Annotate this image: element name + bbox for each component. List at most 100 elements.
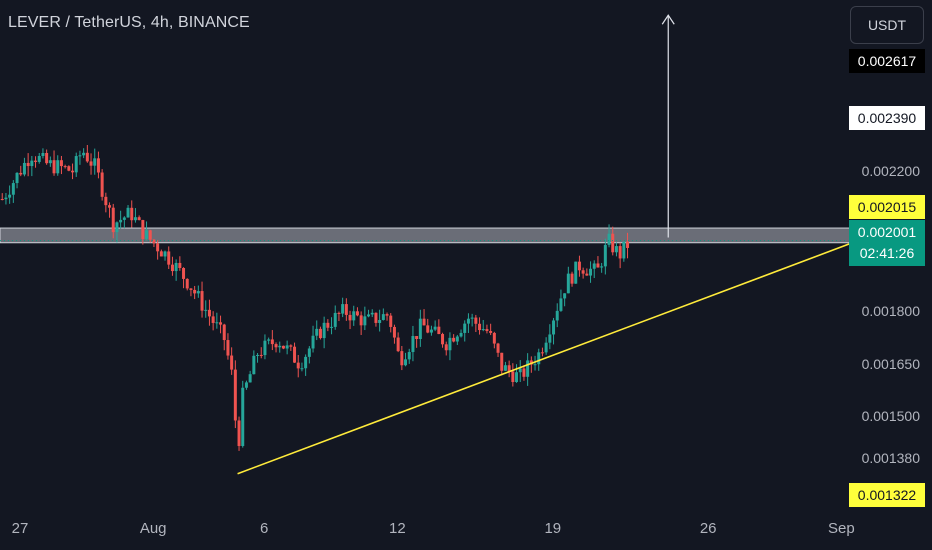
candle-body	[119, 219, 123, 223]
candle-body	[137, 217, 141, 221]
candle-body	[422, 318, 426, 326]
candle-body	[385, 314, 389, 316]
candle-body	[52, 160, 56, 174]
candle-body	[130, 207, 134, 221]
candle-body	[540, 352, 544, 354]
candle-body	[515, 372, 519, 383]
candle-body	[452, 337, 456, 342]
candle-body	[563, 293, 567, 299]
candle-body	[437, 326, 441, 335]
candle-body	[492, 332, 496, 344]
candle-body	[548, 334, 552, 343]
candle-body	[289, 345, 293, 347]
candle-body	[459, 332, 463, 337]
candle-body	[566, 273, 570, 294]
candle-body	[344, 304, 348, 315]
candle-body	[455, 336, 459, 342]
candle-body	[441, 334, 445, 345]
zone-top-price-label: 0.002015	[849, 195, 925, 219]
candle-body	[470, 317, 474, 319]
candle-body	[326, 322, 330, 328]
candle-body	[293, 346, 297, 363]
candle-body	[614, 246, 618, 253]
candle-body	[263, 340, 267, 356]
candle-body	[448, 337, 452, 351]
candle-body	[315, 328, 319, 336]
candle-body	[41, 153, 45, 156]
chart-title: LEVER / TetherUS, 4h, BINANCE	[8, 14, 250, 31]
candle-body	[281, 345, 285, 349]
candle-body	[404, 359, 408, 366]
candle-body	[407, 352, 411, 360]
candle-body	[311, 335, 315, 349]
candle-body	[274, 344, 278, 348]
candle-body	[559, 298, 563, 311]
candle-body	[230, 355, 234, 370]
candle-body	[570, 273, 574, 284]
candle-body	[367, 314, 371, 317]
candle-body	[152, 239, 156, 244]
candle-body	[170, 264, 174, 272]
candle-body	[15, 172, 19, 184]
candle-body	[204, 309, 208, 311]
candle-body	[466, 318, 470, 324]
candle-body	[363, 316, 367, 326]
candle-body	[596, 263, 600, 268]
candle-body	[193, 289, 197, 294]
candle-body	[174, 262, 178, 272]
candle-body	[226, 340, 230, 356]
candle-body	[489, 331, 493, 333]
candle-body	[500, 352, 504, 371]
candle-body	[222, 324, 226, 341]
candle-body	[355, 311, 359, 316]
candle-body	[196, 291, 200, 294]
candle-body	[126, 207, 130, 218]
candle-body	[74, 156, 78, 173]
current-price-label: 0.002001 02:41:26	[849, 220, 925, 266]
time-tick-label: Aug	[139, 520, 167, 537]
candle-body	[400, 351, 404, 366]
target-arrow-head	[661, 14, 675, 25]
candle-body	[78, 155, 82, 157]
candle-body	[233, 369, 237, 421]
candle-body	[56, 160, 60, 174]
candle-body	[426, 325, 430, 333]
candle-body	[115, 222, 119, 233]
candle-body	[59, 160, 63, 167]
candle-body	[522, 368, 526, 377]
candle-body	[485, 329, 489, 332]
candle-body	[603, 244, 607, 267]
candle-body	[474, 317, 478, 324]
candle-body	[433, 326, 437, 330]
candle-body	[82, 152, 86, 156]
candle-body	[577, 261, 581, 271]
candle-body	[215, 322, 219, 324]
candle-body	[322, 322, 326, 339]
candle-body	[145, 230, 149, 239]
candle-body	[503, 365, 507, 371]
price-tick-label: 0.001650	[861, 355, 920, 372]
price-tick-label: 0.002200	[861, 163, 920, 179]
candle-body	[348, 314, 352, 321]
candle-body	[278, 345, 282, 348]
candle-body	[133, 217, 137, 221]
candle-body	[26, 162, 30, 167]
candle-body	[34, 160, 38, 162]
candlesticks	[0, 145, 630, 451]
currency-button[interactable]: USDT	[850, 6, 924, 44]
candle-body	[507, 365, 511, 372]
candle-body	[100, 172, 104, 197]
candle-body	[270, 339, 274, 345]
candle-body	[156, 243, 160, 252]
candle-body	[496, 343, 500, 353]
candle-body	[537, 352, 541, 365]
time-tick-label: 26	[699, 520, 717, 537]
time-tick-label: 27	[11, 520, 29, 537]
candle-body	[0, 199, 4, 200]
candle-body	[8, 194, 12, 198]
candle-body	[300, 368, 304, 370]
candle-body	[533, 364, 537, 366]
candle-body	[418, 318, 422, 339]
candle-body	[163, 251, 167, 257]
